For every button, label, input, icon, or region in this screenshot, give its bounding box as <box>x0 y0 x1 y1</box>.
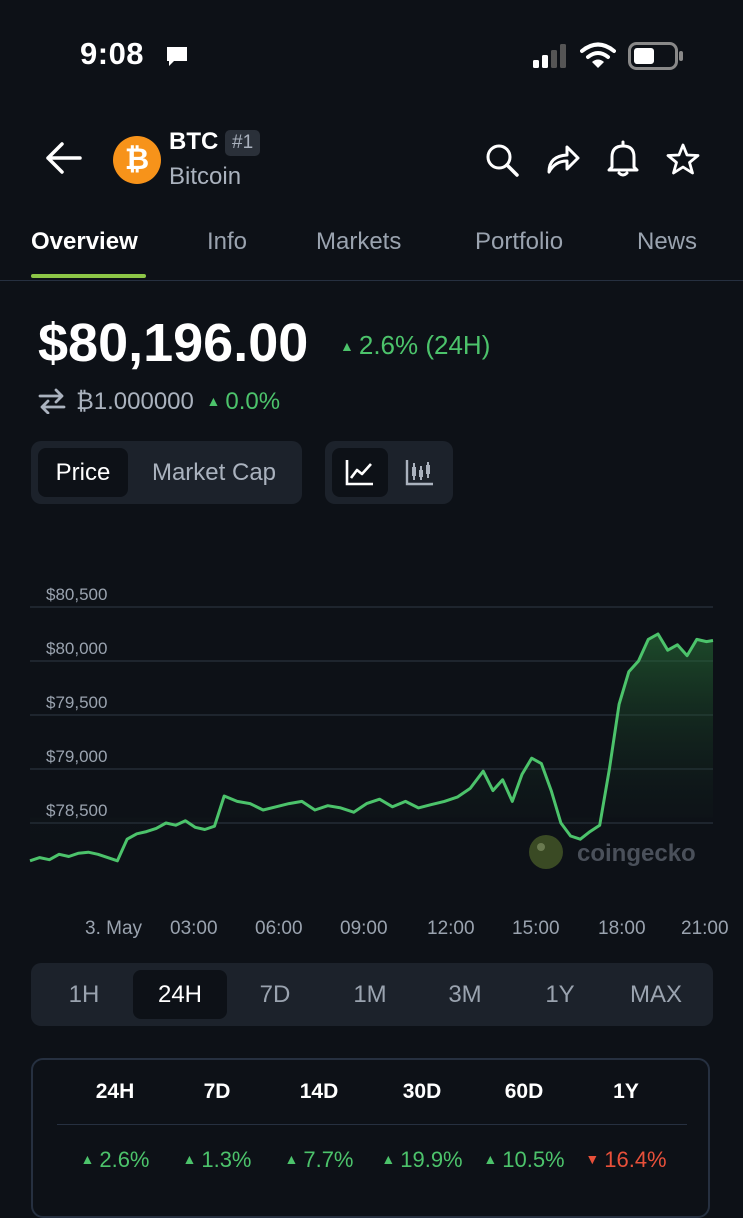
performance-header-60d: 60D <box>504 1080 544 1103</box>
price-toggle-button[interactable]: Price <box>38 448 128 497</box>
current-price: $80,196.00 <box>38 313 309 373</box>
performance-value-text: 2.6% <box>99 1147 150 1172</box>
y-tick-label: $80,000 <box>46 639 107 658</box>
coingecko-watermark: coingecko <box>577 840 696 867</box>
performance-header-1y: 1Y <box>613 1080 639 1103</box>
up-triangle-icon: ▲ <box>483 1151 498 1167</box>
performance-header-7d: 7D <box>203 1080 231 1103</box>
up-triangle-icon: ▲ <box>284 1151 299 1167</box>
bell-icon[interactable] <box>606 140 640 178</box>
range-button-24h[interactable]: 24H <box>133 970 227 1019</box>
up-triangle-icon: ▲ <box>80 1151 95 1167</box>
up-triangle-icon: ▲ <box>340 338 354 354</box>
performance-value: ▲ 2.6% <box>55 1147 175 1173</box>
market-cap-toggle-button[interactable]: Market Cap <box>151 459 277 486</box>
x-tick-label: 12:00 <box>427 918 475 939</box>
performance-value-text: 19.9% <box>400 1147 463 1172</box>
chart-type-toggle <box>325 441 453 504</box>
wifi-icon <box>580 42 616 68</box>
price-change-text: 2.6% (24H) <box>358 330 491 360</box>
price-change-24h: ▲ 2.6% (24H) <box>340 330 490 361</box>
performance-header-14d: 14D <box>299 1080 339 1103</box>
performance-value: ▲ 7.7% <box>259 1147 379 1173</box>
tab-markets[interactable]: Markets <box>316 228 402 255</box>
cellular-signal-icon <box>533 44 566 68</box>
range-button-1m[interactable]: 1M <box>353 981 387 1008</box>
rank-badge: #1 <box>225 130 261 156</box>
x-tick-label: 15:00 <box>512 918 560 939</box>
line-chart-icon <box>345 460 373 486</box>
performance-value-text: 1.3% <box>201 1147 252 1172</box>
tab-portfolio[interactable]: Portfolio <box>475 228 564 255</box>
status-time: 9:08 <box>80 36 145 71</box>
y-tick-label: $78,500 <box>46 801 107 820</box>
performance-value-text: 16.4% <box>604 1147 667 1172</box>
y-tick-label: $79,500 <box>46 693 107 712</box>
performance-value-text: 10.5% <box>502 1147 565 1172</box>
performance-header-30d: 30D <box>402 1080 442 1103</box>
performance-value: ▲ 1.3% <box>157 1147 277 1173</box>
x-tick-label: 06:00 <box>255 918 303 939</box>
performance-value: ▲ 10.5% <box>464 1147 584 1173</box>
range-button-7d[interactable]: 7D <box>259 981 291 1008</box>
up-triangle-icon: ▲ <box>206 393 221 409</box>
tab-news[interactable]: News <box>637 228 698 255</box>
coin-name: Bitcoin <box>169 163 242 190</box>
coin-symbol: BTC <box>169 128 219 155</box>
y-tick-label: $80,500 <box>46 585 107 604</box>
tabs-divider <box>0 280 743 281</box>
candlestick-icon <box>405 460 433 486</box>
up-triangle-icon: ▲ <box>182 1151 197 1167</box>
star-icon[interactable] <box>666 142 700 176</box>
x-tick-label: 03:00 <box>170 918 218 939</box>
line-chart-button[interactable] <box>332 448 388 497</box>
candlestick-chart-button[interactable] <box>393 448 447 497</box>
up-triangle-icon: ▲ <box>381 1151 396 1167</box>
price-chart[interactable]: $80,500 $80,000 $79,500 $79,000 $78,500 coin… <box>0 580 743 900</box>
message-icon <box>167 47 187 66</box>
price-line-series <box>29 632 714 863</box>
range-button-max[interactable]: MAX <box>629 981 682 1008</box>
coingecko-logo-icon <box>529 835 563 869</box>
time-range-selector: 1H 24H 7D 1M 3M 1Y MAX <box>31 963 713 1026</box>
x-tick-label: 21:00 <box>681 918 729 939</box>
chart-metric-toggle: Price Market Cap <box>31 441 302 504</box>
range-button-1h[interactable]: 1H <box>68 981 100 1008</box>
x-tick-label: 3. May <box>85 918 143 939</box>
swap-arrows-icon[interactable] <box>38 388 66 415</box>
price-area-fill <box>30 634 713 861</box>
bitcoin-logo-icon: ₿ <box>113 136 161 184</box>
battery-icon <box>628 42 683 70</box>
btc-value: ₿1.000000 <box>76 388 194 415</box>
tab-info[interactable]: Info <box>207 228 248 255</box>
back-arrow-icon[interactable] <box>44 140 84 176</box>
down-triangle-icon: ▼ <box>585 1151 600 1167</box>
performance-value-text: 7.7% <box>303 1147 354 1172</box>
tab-overview[interactable]: Overview <box>31 228 138 255</box>
range-button-3m[interactable]: 3M <box>448 981 482 1008</box>
range-button-1y[interactable]: 1Y <box>545 981 575 1008</box>
performance-value: ▲ 19.9% <box>362 1147 482 1173</box>
y-tick-label: $79,000 <box>46 747 107 766</box>
x-tick-label: 09:00 <box>340 918 388 939</box>
performance-value: ▼ 16.4% <box>566 1147 686 1173</box>
performance-divider <box>57 1124 687 1125</box>
x-tick-label: 18:00 <box>598 918 646 939</box>
performance-header-24h: 24H <box>95 1080 135 1103</box>
active-tab-indicator <box>31 274 146 278</box>
bitcoin-logo-glyph: ₿ <box>124 143 150 176</box>
btc-conversion-row: ₿1.000000 ▲ 0.0% <box>38 388 280 416</box>
search-icon[interactable] <box>484 142 520 178</box>
share-icon[interactable] <box>545 142 581 176</box>
btc-change: 0.0% <box>225 388 281 415</box>
